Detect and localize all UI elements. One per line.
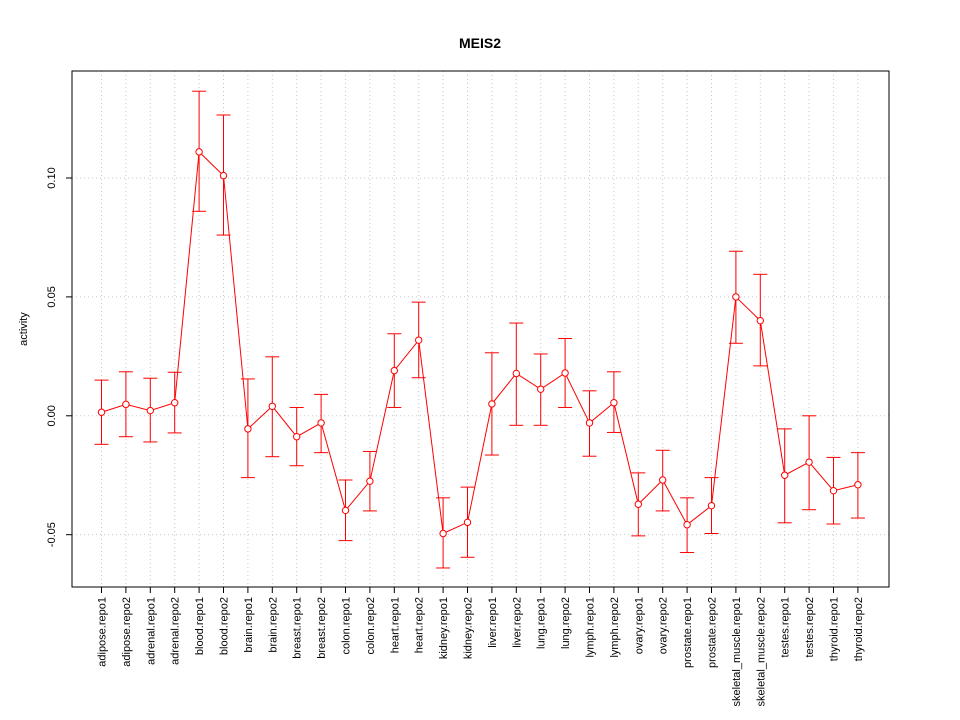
x-tick-label: blood.repo2 [219, 597, 231, 655]
data-point [829, 486, 838, 495]
x-tick-label: ovary.repo1 [633, 597, 645, 654]
x-axis: adipose.repo1 adipose.repo2 adrenal.repo1 a… [97, 586, 865, 706]
data-point [683, 520, 691, 529]
x-tick-label: adipose.repo1 [97, 597, 109, 667]
x-tick-label: skeletal_muscle.repo2 [755, 597, 767, 706]
x-tick-label: colon.repo2 [365, 597, 377, 655]
data-point [317, 419, 325, 427]
data-point [268, 402, 276, 410]
data-point [707, 501, 716, 510]
x-tick-label: prostate.repo2 [707, 597, 719, 668]
data-point [366, 477, 374, 485]
series-polyline [101, 150, 859, 535]
data-point [390, 366, 398, 375]
data-point [122, 400, 130, 409]
data-point [97, 408, 106, 416]
plot-frame [71, 70, 890, 588]
data-point [244, 425, 252, 433]
x-tick-label: breast.repo2 [316, 597, 328, 659]
grid [72, 71, 889, 587]
series-line [101, 150, 859, 535]
y-tick-label: 0.10 [46, 167, 58, 188]
data-point [171, 399, 179, 407]
x-tick-label: testes.repo1 [780, 597, 792, 658]
data-point [439, 529, 447, 538]
data-point [415, 336, 423, 344]
data-point [561, 369, 569, 377]
y-tick-label: 0.00 [46, 405, 58, 426]
x-tick-label: lung.repo1 [536, 597, 548, 649]
x-tick-label: lung.repo2 [560, 597, 572, 649]
x-tick-label: prostate.repo1 [682, 597, 694, 668]
data-point [146, 406, 155, 415]
data-points [97, 148, 862, 538]
x-tick-label: liver.repo1 [487, 597, 499, 648]
data-point [585, 419, 594, 427]
x-tick-label: liver.repo2 [511, 597, 523, 648]
x-tick-label: thyroid.repo2 [853, 597, 865, 661]
data-point [463, 518, 472, 527]
x-tick-label: heart.repo1 [389, 597, 401, 653]
x-tick-label: thyroid.repo1 [829, 597, 841, 661]
x-tick-label: kidney.repo1 [438, 597, 450, 659]
data-point [488, 400, 496, 408]
data-point [195, 148, 203, 156]
x-tick-label: brain.repo2 [267, 597, 279, 653]
y-axis-label: activity [18, 312, 30, 346]
data-point [634, 500, 642, 508]
x-tick-label: lymph.repo2 [609, 597, 621, 658]
data-point [293, 433, 301, 441]
data-point [732, 293, 740, 301]
data-point [219, 171, 228, 180]
data-point [537, 385, 545, 393]
x-tick-label: colon.repo1 [341, 597, 353, 655]
data-point [512, 369, 520, 378]
x-tick-label: skeletal_muscle.repo1 [731, 597, 743, 706]
x-tick-label: breast.repo1 [292, 597, 304, 659]
x-tick-label: blood.repo1 [194, 597, 206, 655]
data-point [341, 506, 350, 515]
x-tick-label: heart.repo2 [414, 597, 426, 653]
data-point [659, 476, 667, 484]
y-tick-label: 0.05 [46, 286, 58, 307]
x-tick-label: kidney.repo2 [463, 597, 475, 659]
x-tick-label: lymph.repo1 [585, 597, 597, 658]
chart-title: MEIS2 [459, 35, 501, 51]
x-tick-label: adipose.repo2 [121, 597, 133, 667]
data-point [610, 399, 618, 407]
x-tick-label: testes.repo2 [804, 597, 816, 658]
data-point [854, 481, 862, 489]
y-tick-label: -0.05 [46, 522, 58, 547]
y-axis: -0.05 0.00 0.05 0.10 [46, 167, 73, 547]
data-point [805, 458, 813, 466]
x-tick-label: ovary.repo2 [658, 597, 670, 654]
x-tick-label: adrenal.repo1 [145, 597, 157, 665]
x-tick-label: adrenal.repo2 [170, 597, 182, 665]
x-tick-label: brain.repo1 [243, 597, 255, 653]
data-point [781, 471, 789, 479]
data-point [756, 316, 764, 325]
